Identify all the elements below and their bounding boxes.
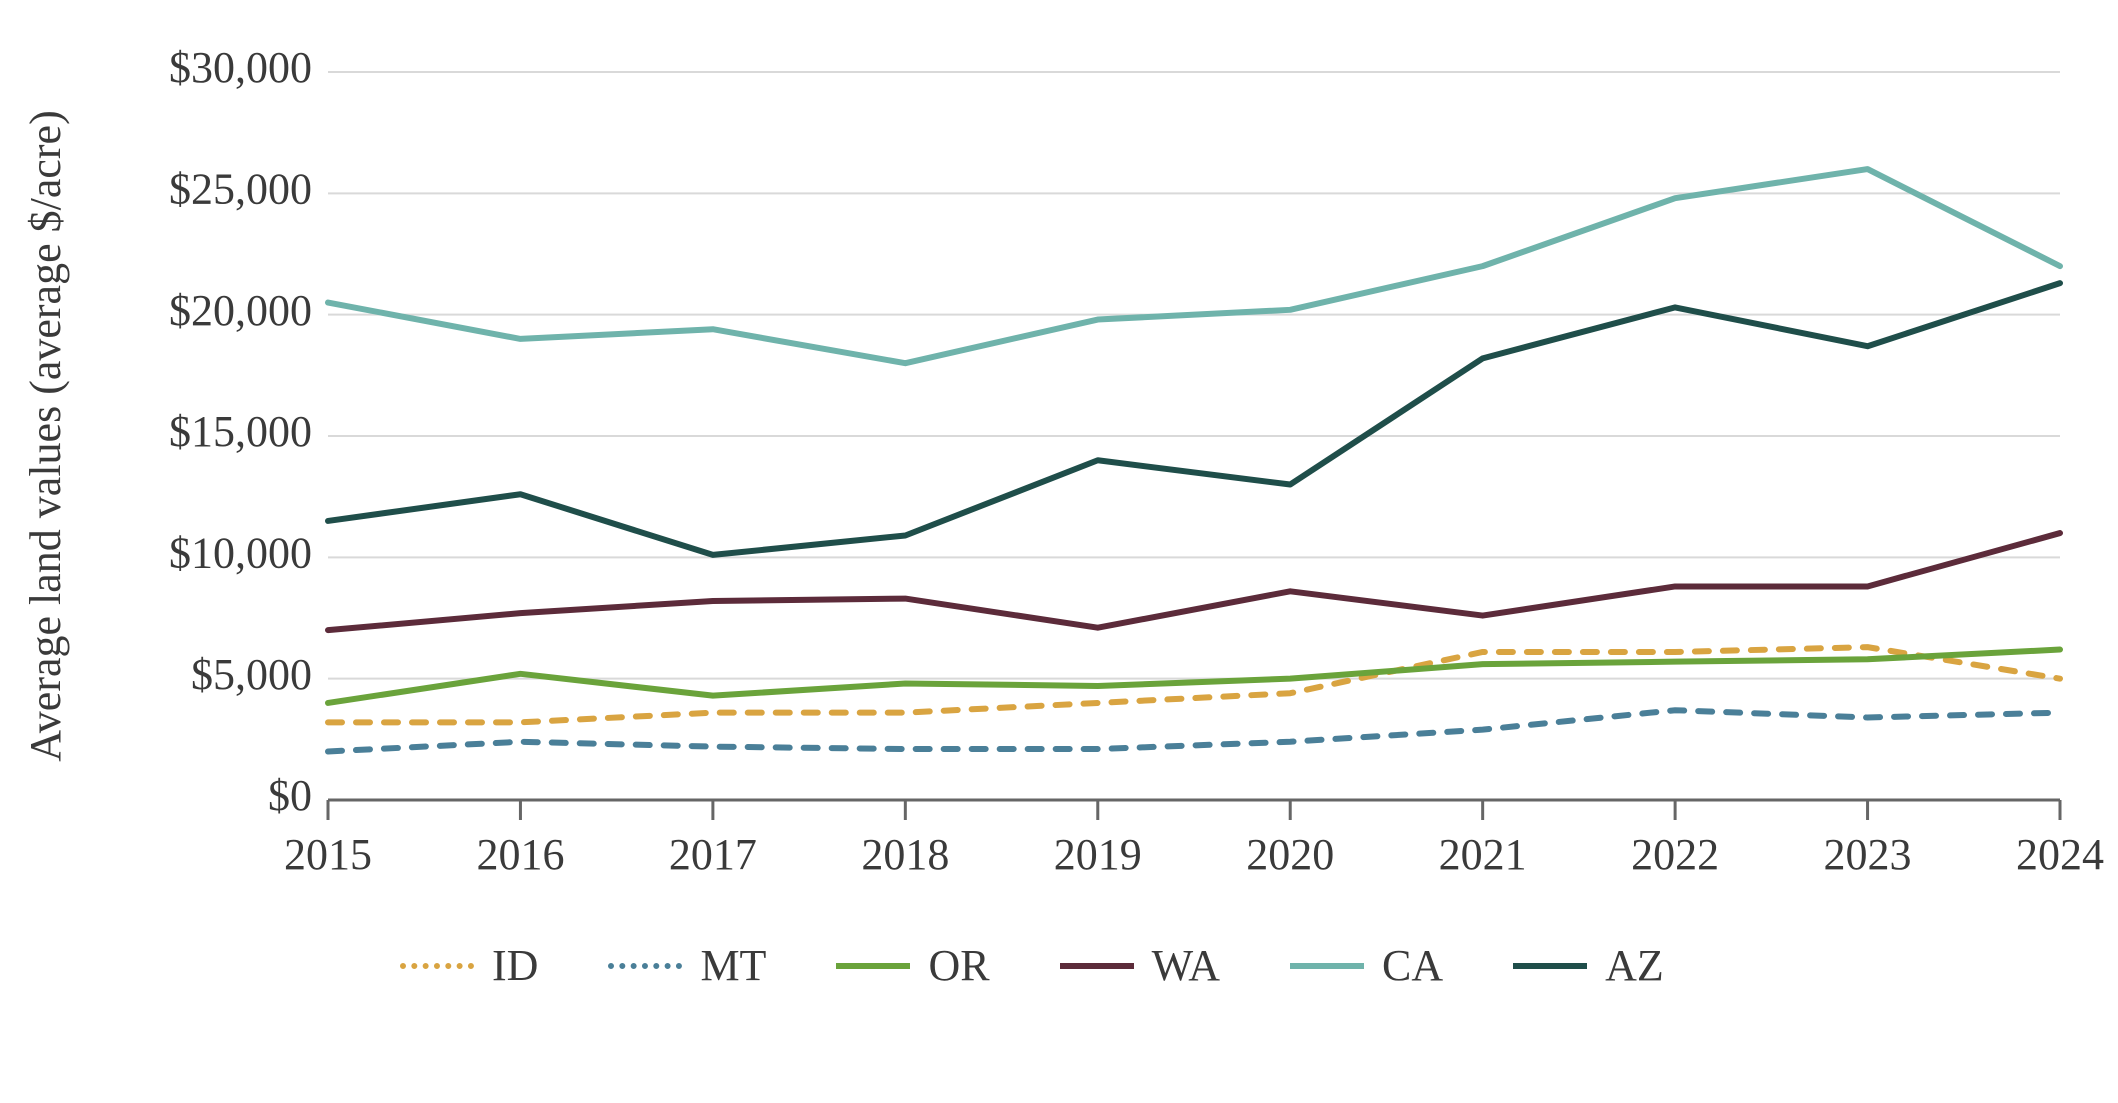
legend-swatch bbox=[1060, 963, 1134, 969]
legend-label: CA bbox=[1382, 940, 1443, 991]
x-tick-label: 2021 bbox=[1439, 830, 1527, 879]
legend-swatch bbox=[400, 963, 474, 969]
series-AZ bbox=[328, 283, 2060, 555]
series-OR bbox=[328, 650, 2060, 703]
legend-label: ID bbox=[492, 940, 538, 991]
legend-item-AZ: AZ bbox=[1513, 940, 1664, 991]
x-tick-label: 2018 bbox=[861, 830, 949, 879]
legend-label: MT bbox=[700, 940, 766, 991]
x-tick-label: 2023 bbox=[1824, 830, 1912, 879]
legend-swatch bbox=[836, 963, 910, 969]
x-tick-label: 2015 bbox=[284, 830, 372, 879]
y-tick-label: $20,000 bbox=[169, 286, 312, 335]
y-tick-label: $30,000 bbox=[169, 43, 312, 92]
legend-swatch bbox=[608, 963, 682, 969]
legend-label: WA bbox=[1152, 940, 1220, 991]
y-tick-label: $0 bbox=[268, 771, 312, 820]
x-tick-label: 2017 bbox=[669, 830, 757, 879]
chart-container: 2015 2016 2017 2018 2019 2020 2021 2022 2023 2024… bbox=[0, 0, 2118, 1103]
legend-item-ID: ID bbox=[400, 940, 538, 991]
y-tick-label: $10,000 bbox=[169, 528, 312, 577]
y-tick-label: $15,000 bbox=[169, 407, 312, 456]
x-tick-label: 2016 bbox=[476, 830, 564, 879]
x-tick-label: 2019 bbox=[1054, 830, 1142, 879]
legend-swatch bbox=[1513, 963, 1587, 969]
legend-item-OR: OR bbox=[836, 940, 989, 991]
series-WA bbox=[328, 533, 2060, 630]
legend: ID MT OR WA CA AZ bbox=[400, 940, 1664, 991]
y-axis-label: Average land values (average $/acre) bbox=[21, 110, 70, 761]
y-tick-label: $25,000 bbox=[169, 164, 312, 213]
legend-item-WA: WA bbox=[1060, 940, 1220, 991]
line-chart: 2015 2016 2017 2018 2019 2020 2021 2022 2023 2024… bbox=[0, 0, 2118, 1103]
legend-label: AZ bbox=[1605, 940, 1664, 991]
x-tick-label: 2024 bbox=[2016, 830, 2104, 879]
x-tick-label: 2020 bbox=[1246, 830, 1334, 879]
legend-item-CA: CA bbox=[1290, 940, 1443, 991]
legend-swatch bbox=[1290, 963, 1364, 969]
legend-label: OR bbox=[928, 940, 989, 991]
y-tick-label: $5,000 bbox=[191, 650, 312, 699]
x-tick-label: 2022 bbox=[1631, 830, 1719, 879]
legend-item-MT: MT bbox=[608, 940, 766, 991]
